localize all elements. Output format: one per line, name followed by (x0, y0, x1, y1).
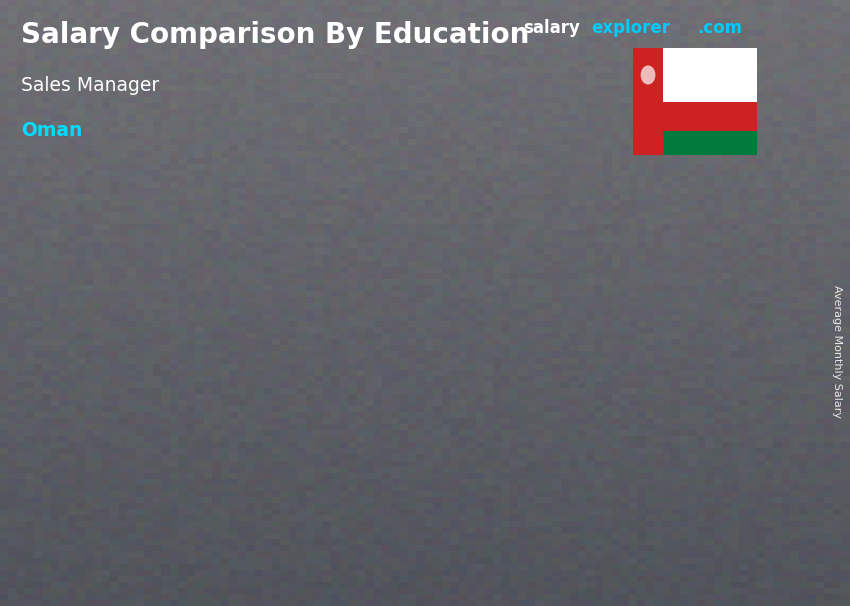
Text: salary: salary (523, 19, 580, 38)
Bar (455, 318, 460, 533)
Bar (108, 531, 186, 533)
Bar (108, 406, 186, 533)
Text: +31%: +31% (536, 225, 599, 245)
Bar (663, 48, 756, 101)
Bar (281, 385, 286, 533)
Bar (630, 250, 708, 533)
Bar (456, 318, 534, 533)
Text: Sales Manager: Sales Manager (21, 76, 160, 95)
Bar (107, 406, 112, 533)
Bar (630, 250, 708, 262)
Text: Average Monthly Salary: Average Monthly Salary (832, 285, 842, 418)
Text: .com: .com (697, 19, 742, 38)
Bar (663, 131, 756, 155)
Bar (456, 530, 534, 533)
Text: 2,360 OMR: 2,360 OMR (269, 358, 363, 373)
Bar (456, 318, 534, 326)
Text: 4,510 OMR: 4,510 OMR (617, 220, 711, 235)
Bar (282, 385, 360, 391)
Bar (630, 529, 708, 533)
Text: +45%: +45% (362, 298, 426, 317)
Bar (282, 385, 360, 533)
Bar (108, 406, 186, 411)
Bar (629, 250, 634, 533)
Text: 3,440 OMR: 3,440 OMR (443, 289, 536, 304)
Circle shape (641, 65, 655, 85)
Text: +17%: +17% (189, 351, 252, 371)
Text: Oman: Oman (21, 121, 82, 140)
Text: 2,030 OMR: 2,030 OMR (95, 379, 189, 393)
Bar (663, 102, 756, 131)
Bar (633, 48, 663, 155)
Bar (282, 531, 360, 533)
Text: explorer: explorer (591, 19, 670, 38)
Text: Salary Comparison By Education: Salary Comparison By Education (21, 21, 530, 49)
